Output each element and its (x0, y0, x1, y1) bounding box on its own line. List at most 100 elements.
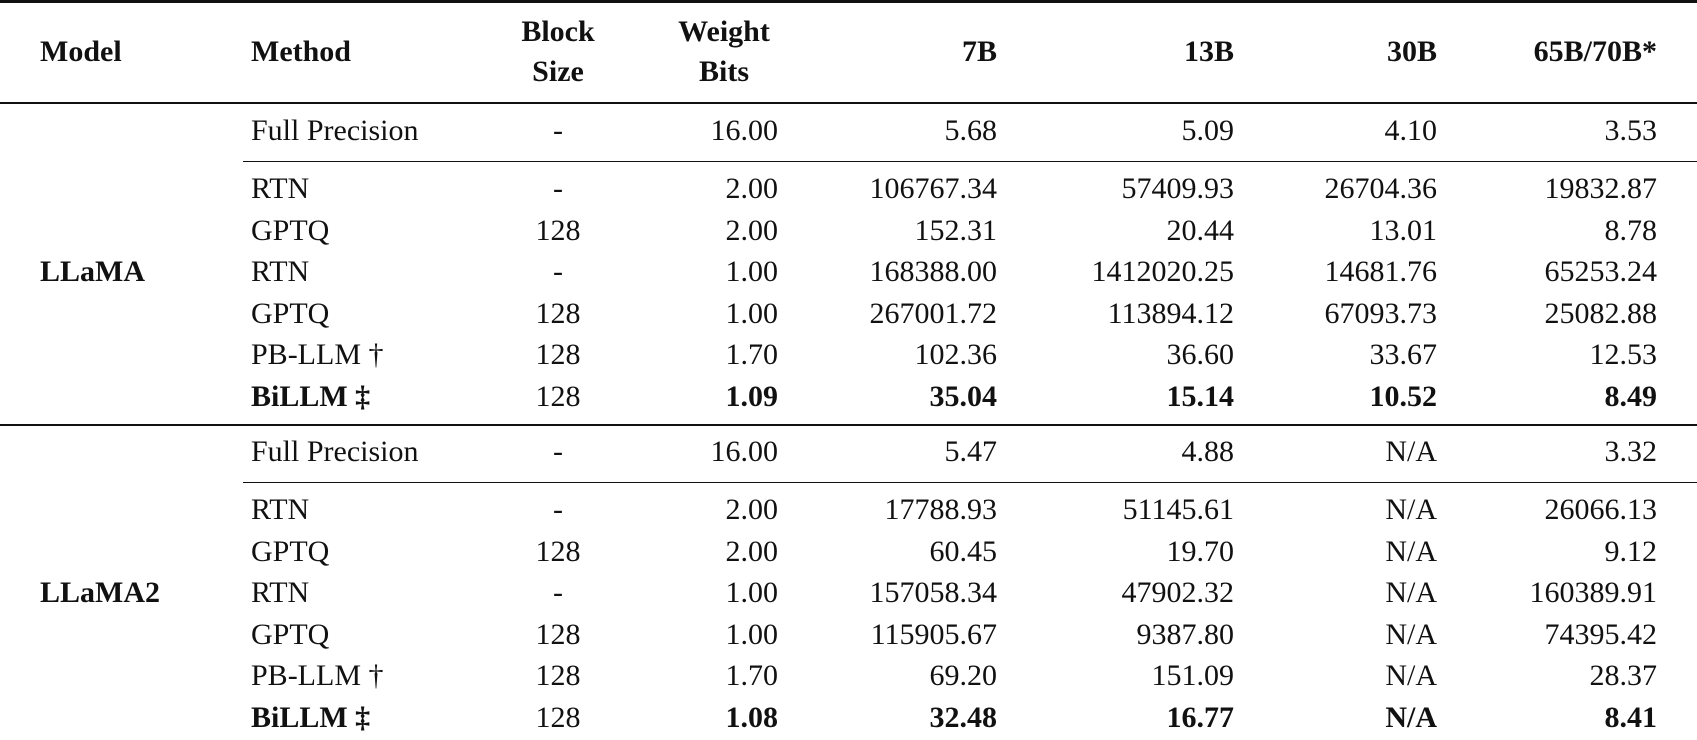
method: Full Precision (251, 114, 419, 147)
cell-value: 128 (535, 338, 581, 372)
cell-value: 1.70 (725, 659, 779, 693)
method: BiLLM ‡ (251, 380, 371, 413)
cell-value: 3.53 (1604, 114, 1658, 147)
cell-value: N/A (1385, 435, 1437, 468)
cell-value: 25082.88 (1544, 296, 1658, 330)
cell-value: 128 (535, 617, 581, 651)
cell-value: 19.70 (1166, 534, 1235, 568)
cell-value: 12.53 (1589, 338, 1658, 372)
column-header: Weight Bits (678, 15, 770, 88)
rule (0, 0, 1697, 3)
cell-value: 1.00 (725, 255, 779, 289)
cell-value: 26066.13 (1544, 493, 1658, 526)
cell-value: 128 (535, 701, 581, 734)
cell-value: 15.14 (1166, 380, 1235, 413)
method: RTN (251, 255, 310, 289)
cell-value: 168388.00 (869, 255, 998, 289)
cell-value: N/A (1385, 659, 1437, 693)
cell-value: 28.37 (1589, 659, 1658, 693)
column-header: Block Size (521, 15, 595, 88)
cell-value: 4.88 (1181, 435, 1235, 468)
cell-value: - (553, 255, 563, 289)
cell-value: 35.04 (929, 380, 998, 413)
model-name: LLaMA2 (40, 576, 160, 610)
cell-value: 16.00 (710, 435, 779, 468)
cell-value: 115905.67 (870, 617, 997, 651)
cell-value: 1.00 (725, 617, 779, 651)
method: RTN (251, 493, 310, 526)
cell-value: 3.32 (1604, 435, 1658, 468)
cell-value: 74395.42 (1544, 617, 1658, 651)
cell-value: 152.31 (914, 213, 998, 247)
cell-value: 157058.34 (869, 576, 998, 610)
cell-value: 13.01 (1369, 213, 1438, 247)
cell-value: 33.67 (1369, 338, 1438, 372)
cell-value: 2.00 (725, 172, 779, 205)
cell-value: 16.00 (710, 114, 779, 147)
cell-value: N/A (1385, 493, 1437, 526)
cell-value: 1.00 (725, 296, 779, 330)
cell-value: 5.09 (1181, 114, 1235, 147)
method: RTN (251, 576, 310, 610)
cell-value: 113894.12 (1107, 296, 1234, 330)
cell-value: N/A (1385, 534, 1437, 568)
cell-value: 19832.87 (1544, 172, 1658, 205)
column-header: Method (251, 35, 351, 68)
cell-value: 9387.80 (1136, 617, 1235, 651)
column-header: 30B (1386, 35, 1437, 68)
cell-value: 151.09 (1151, 659, 1235, 693)
cell-value: 128 (535, 213, 581, 247)
cell-value: - (553, 435, 563, 468)
cell-value: 5.68 (944, 114, 998, 147)
cell-value: 51145.61 (1122, 493, 1234, 526)
method: PB-LLM † (251, 338, 384, 372)
cell-value: - (553, 576, 563, 610)
cell-value: 10.52 (1369, 380, 1438, 413)
cell-value: 4.10 (1384, 114, 1438, 147)
cell-value: - (553, 172, 563, 205)
cell-value: 1.09 (725, 380, 779, 413)
cell-value: 57409.93 (1121, 172, 1235, 205)
cell-value: 128 (535, 296, 581, 330)
cell-value: 106767.34 (869, 172, 998, 205)
cell-value: 267001.72 (869, 296, 998, 330)
method: GPTQ (251, 213, 330, 247)
cell-value: 32.48 (929, 701, 998, 734)
method: GPTQ (251, 534, 330, 568)
cell-value: 2.00 (725, 493, 779, 526)
cell-value: 160389.91 (1529, 576, 1658, 610)
cell-value: 67093.73 (1324, 296, 1438, 330)
cell-value: 60.45 (929, 534, 998, 568)
cell-value: 128 (535, 659, 581, 693)
cell-value: 1412020.25 (1091, 255, 1235, 289)
rule (243, 482, 1697, 483)
cell-value: 128 (535, 380, 581, 413)
method: PB-LLM † (251, 659, 384, 693)
cell-value: - (553, 114, 563, 147)
cell-value: 65253.24 (1544, 255, 1658, 289)
cell-value: 8.49 (1604, 380, 1658, 413)
cell-value: 14681.76 (1324, 255, 1438, 289)
cell-value: 36.60 (1166, 338, 1235, 372)
column-header: 13B (1183, 35, 1234, 68)
cell-value: 102.36 (914, 338, 998, 372)
method: GPTQ (251, 296, 330, 330)
rule (0, 424, 1697, 426)
cell-value: 2.00 (725, 213, 779, 247)
cell-value: N/A (1385, 701, 1437, 734)
method: GPTQ (251, 617, 330, 651)
cell-value: 47902.32 (1121, 576, 1235, 610)
cell-value: - (553, 493, 563, 526)
cell-value: 9.12 (1604, 534, 1658, 568)
rule (0, 102, 1697, 104)
method: BiLLM ‡ (251, 701, 371, 734)
method: RTN (251, 172, 310, 205)
cell-value: 8.41 (1604, 701, 1658, 734)
cell-value: 2.00 (725, 534, 779, 568)
cell-value: 8.78 (1604, 213, 1658, 247)
column-header: 65B/70B* (1533, 35, 1657, 68)
cell-value: 1.00 (725, 576, 779, 610)
cell-value: N/A (1385, 576, 1437, 610)
cell-value: 128 (535, 534, 581, 568)
